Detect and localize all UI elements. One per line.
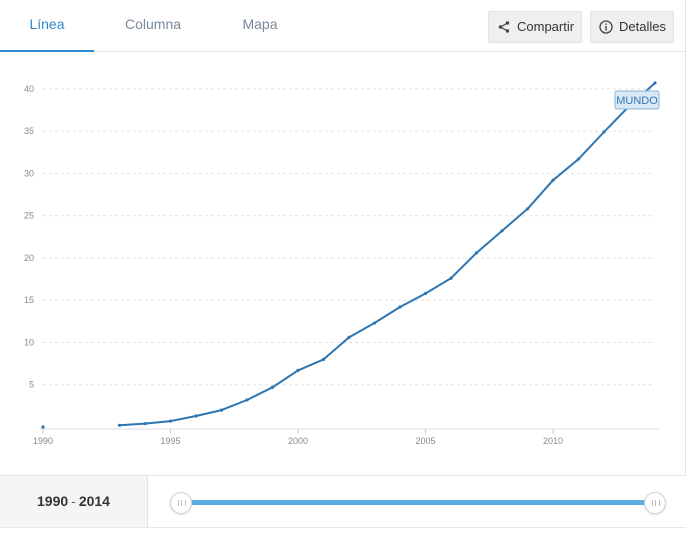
data-point-1990[interactable] — [41, 425, 45, 429]
range-separator: - — [71, 493, 76, 509]
y-tick-label: 30 — [24, 168, 34, 178]
data-point-2006[interactable] — [449, 276, 453, 280]
data-point-1993[interactable] — [117, 423, 122, 427]
series-label: MUNDO — [616, 95, 658, 107]
data-point-1995[interactable] — [168, 419, 173, 423]
x-tick-label: 2000 — [288, 436, 308, 446]
data-point-2012[interactable] — [602, 130, 606, 134]
data-point-1998[interactable] — [245, 398, 249, 402]
data-point-2004[interactable] — [398, 305, 402, 309]
data-point-2008[interactable] — [500, 229, 504, 233]
tab-linea[interactable]: Línea — [0, 0, 94, 52]
data-point-2007[interactable] — [474, 251, 479, 255]
x-tick-label: 1990 — [33, 436, 53, 446]
tab-mapa[interactable]: Mapa — [242, 16, 278, 32]
y-tick-label: 15 — [24, 295, 34, 305]
y-tick-label: 35 — [24, 126, 34, 136]
data-point-2005[interactable] — [423, 291, 428, 296]
line-chart: 5 10 15 20 25 30 35 40 1990 1995 2000 2005 2010 MUND… — [24, 81, 660, 446]
slider-handle-start[interactable] — [170, 492, 192, 514]
slider-track[interactable] — [181, 500, 655, 505]
year-range-display: 1990-2014 — [0, 476, 148, 527]
slider-handle-end[interactable] — [644, 492, 666, 514]
data-point-2000[interactable] — [296, 368, 300, 372]
series-label-box — [614, 90, 660, 110]
data-point-1999[interactable] — [270, 385, 275, 389]
time-range-bar: 1990-2014 — [0, 475, 686, 527]
data-point-2001[interactable] — [321, 357, 326, 361]
data-point-2002[interactable] — [347, 335, 351, 340]
chart-area: 5 10 15 20 25 30 35 40 1990 1995 2000 2005 2010 MUND… — [0, 52, 686, 474]
tab-bar: Línea Columna Mapa Compartir Detalles — [0, 0, 686, 52]
y-tick-label: 10 — [24, 337, 34, 347]
data-point-2009[interactable] — [525, 207, 530, 211]
range-end: 2014 — [78, 493, 110, 509]
data-point-1997[interactable] — [219, 408, 224, 412]
x-tick-label: 2005 — [415, 436, 435, 446]
details-button[interactable]: Detalles — [590, 11, 674, 43]
data-point-1994[interactable] — [143, 422, 147, 426]
range-start: 1990 — [37, 493, 69, 509]
x-tick-label: 1995 — [160, 436, 180, 446]
y-tick-label: 40 — [24, 84, 34, 94]
y-tick-label: 20 — [24, 253, 34, 263]
data-point-2014[interactable] — [653, 81, 657, 85]
tab-columna[interactable]: Columna — [124, 16, 182, 32]
x-tick-label: 2010 — [543, 436, 563, 446]
share-button-label: Compartir — [517, 19, 575, 34]
details-button-label: Detalles — [619, 19, 666, 34]
share-icon — [498, 21, 510, 33]
data-point-1996[interactable] — [194, 414, 198, 418]
y-tick-label: 5 — [29, 380, 34, 390]
y-tick-label: 25 — [24, 211, 34, 221]
series-line-0 — [119, 82, 656, 427]
data-point-2003[interactable] — [372, 321, 377, 325]
info-icon — [599, 20, 613, 34]
data-point-2011[interactable] — [576, 157, 581, 161]
share-button[interactable]: Compartir — [488, 11, 582, 43]
data-point-2010[interactable] — [551, 178, 555, 182]
